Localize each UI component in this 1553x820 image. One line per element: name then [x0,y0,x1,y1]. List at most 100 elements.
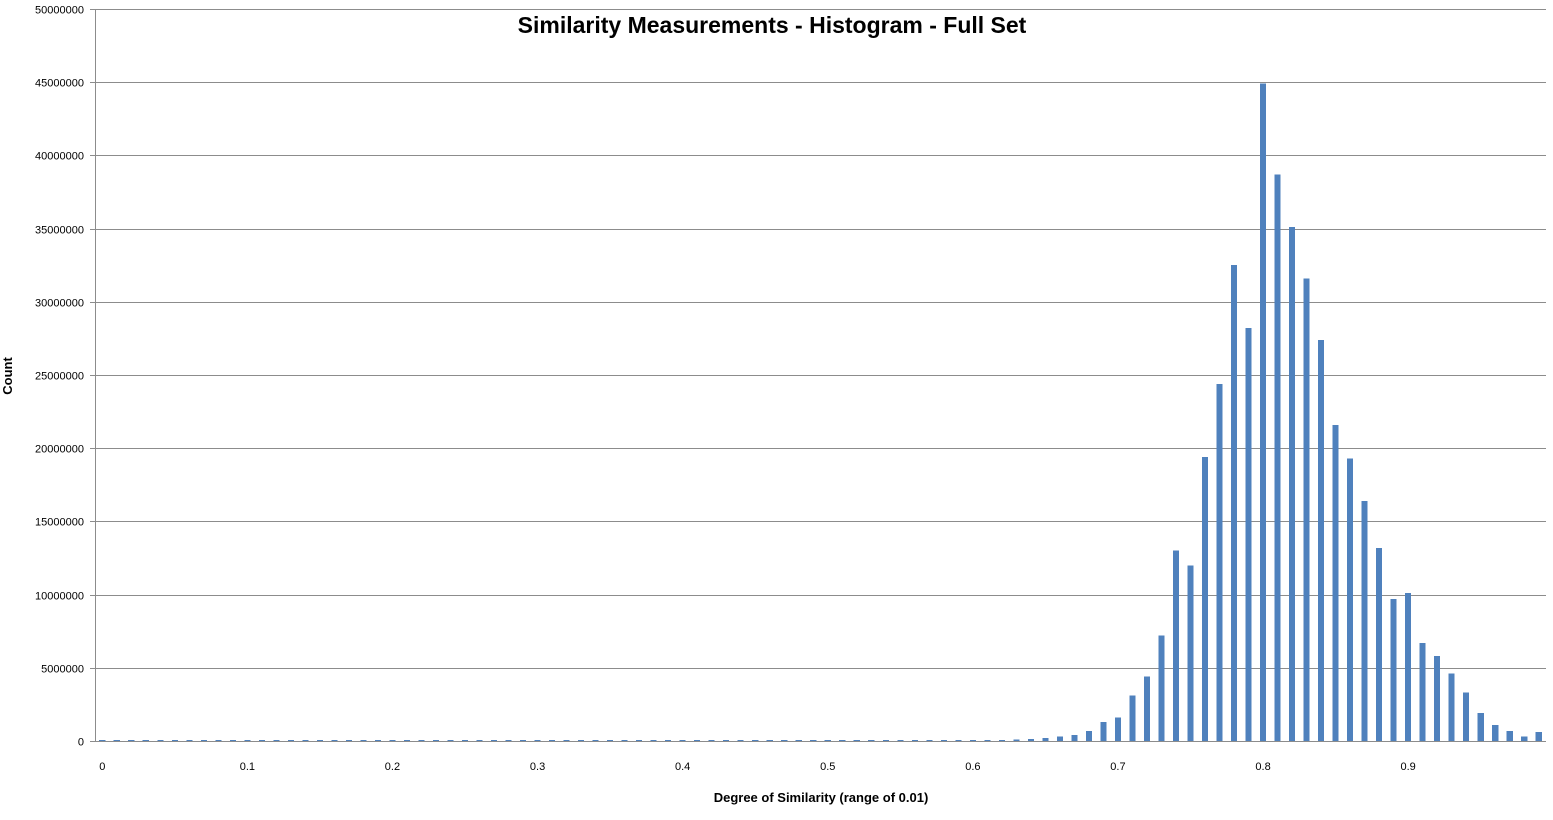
histogram-bar [607,739,614,741]
histogram-bar [273,739,280,741]
histogram-bar [1390,598,1397,741]
histogram-bar [752,739,759,741]
histogram-bar [229,739,236,741]
histogram-bar [171,740,178,741]
histogram-bar [897,739,904,741]
histogram-bar [1376,547,1383,741]
x-tick-label: 0.3 [530,761,545,773]
histogram-bar [853,739,860,741]
histogram-bar [534,739,541,741]
histogram-bar [316,740,323,741]
histogram-bar [1419,642,1426,741]
histogram-bar [868,739,875,741]
histogram-bar [1187,565,1194,741]
y-tick-label: 35000000 [35,225,84,237]
histogram-bar [505,739,512,741]
histogram-bar [1535,732,1542,741]
histogram-bar [1201,456,1209,741]
x-tick-label: 0.4 [675,761,690,773]
x-tick-label: 0.7 [1110,761,1125,773]
histogram-bar [911,739,918,741]
y-tick-label: 45000000 [35,78,84,90]
histogram-bar [1143,676,1151,741]
histogram-bar [476,739,483,741]
histogram-bar [839,739,846,741]
histogram-bar [1463,692,1470,741]
x-tick-label: 0.5 [820,761,835,773]
histogram-bar [1448,673,1455,741]
histogram-bar [345,740,352,741]
gridlines [95,9,1546,669]
histogram-bar [1013,739,1020,741]
histogram-bar [578,739,585,741]
histogram-bar [215,740,222,741]
histogram-bar [824,739,831,741]
bars [99,83,1542,741]
histogram-bar [1332,424,1339,741]
histogram-bar [418,739,425,741]
chart-title: Similarity Measurements - Histogram - Fu… [518,12,1027,38]
histogram-bar [403,739,411,741]
histogram-bar [737,739,744,741]
histogram-bar [1085,730,1092,741]
x-tick-label: 0.9 [1401,761,1416,773]
histogram-bar [1434,656,1441,741]
histogram-bar [679,739,686,741]
histogram-bar [490,739,498,741]
histogram-bar [1506,730,1513,741]
x-tick-label: 0.8 [1255,761,1270,773]
histogram-bar [1303,278,1310,741]
axes [95,9,1546,742]
histogram-bar [1477,713,1484,741]
histogram-bar [621,739,628,741]
histogram-bar [694,739,701,741]
histogram-bar [1158,635,1165,741]
histogram-bar [1405,593,1412,741]
histogram-bar [1056,736,1063,741]
x-tick-labels: 0 0.1 0.2 0.3 0.4 0.5 0.6 0.7 0.8 0.9 [99,761,1416,773]
histogram-bar [882,739,889,741]
histogram-bar [157,740,164,741]
histogram-bar [128,740,135,741]
histogram-bar [781,739,788,741]
histogram-bar [1100,721,1107,741]
histogram-bar [258,740,265,741]
histogram-bar [142,740,149,741]
histogram-bar [650,739,657,741]
histogram-bar [549,739,556,741]
histogram-bar [461,739,469,741]
y-tick-labels: 0 5000000 10000000 15000000 20000000 25000000… [35,5,95,749]
histogram-bar [99,740,106,741]
histogram-bar [1172,550,1180,741]
histogram-bar [520,739,527,741]
histogram-bar [984,739,991,741]
histogram-bar [331,739,338,741]
histogram-bar [708,739,715,741]
histogram-bar [1114,717,1121,741]
histogram-bar [592,739,599,741]
histogram-bar [810,739,817,741]
histogram-bar [1071,735,1078,741]
y-tick-label: 0 [78,737,84,749]
y-tick-label: 20000000 [35,444,84,456]
histogram-bar [1521,736,1528,741]
x-tick-label: 0.6 [965,761,980,773]
histogram-bar [1347,458,1354,741]
histogram-bar [1289,227,1296,741]
histogram-bar [302,740,309,741]
histogram-bar [1260,83,1267,741]
histogram-bar [636,739,643,741]
histogram-bar [969,739,976,741]
histogram-bar [1216,383,1223,741]
histogram-bar [795,739,802,741]
histogram-bar [432,739,440,741]
histogram-bar [374,740,381,741]
y-tick-label: 5000000 [41,664,84,676]
histogram-bar [1027,738,1034,741]
histogram-bar [244,740,251,741]
histogram-bar [563,739,570,741]
y-tick-label: 30000000 [35,298,84,310]
histogram-bar [186,740,193,741]
